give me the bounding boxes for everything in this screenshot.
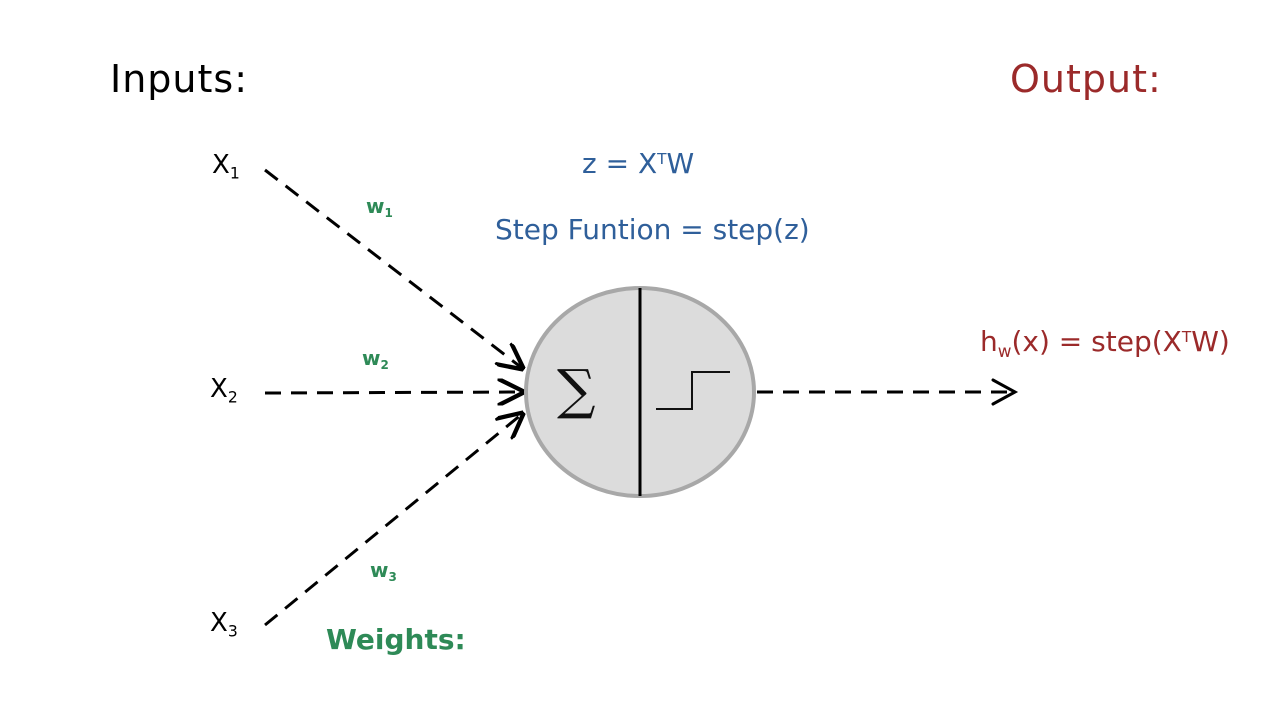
z-equation: z = XTW [582,147,695,180]
step-function-icon [656,371,730,410]
output-formula: hw(x) = step(XTW) [980,325,1230,361]
input-edge-2 [264,392,522,393]
step-function-equation: Step Funtion = step(z) [495,213,810,246]
inputs-heading: Inputs: [110,57,248,101]
weight-label-w3: w3 [370,558,397,585]
weights-heading: Weights: [326,623,466,656]
weight-label-w2: w2 [362,346,389,373]
input-edge-3 [264,414,522,627]
output-heading: Output: [1010,57,1162,101]
sigma-icon: ∑ [557,358,596,421]
input-label-x3: X3 [210,608,238,641]
arrow-right-icon [991,378,1019,406]
input-label-x1: X1 [212,150,240,183]
input-edge-1 [264,168,522,368]
input-label-x2: X2 [210,374,238,407]
weight-label-w1: w1 [366,194,393,221]
